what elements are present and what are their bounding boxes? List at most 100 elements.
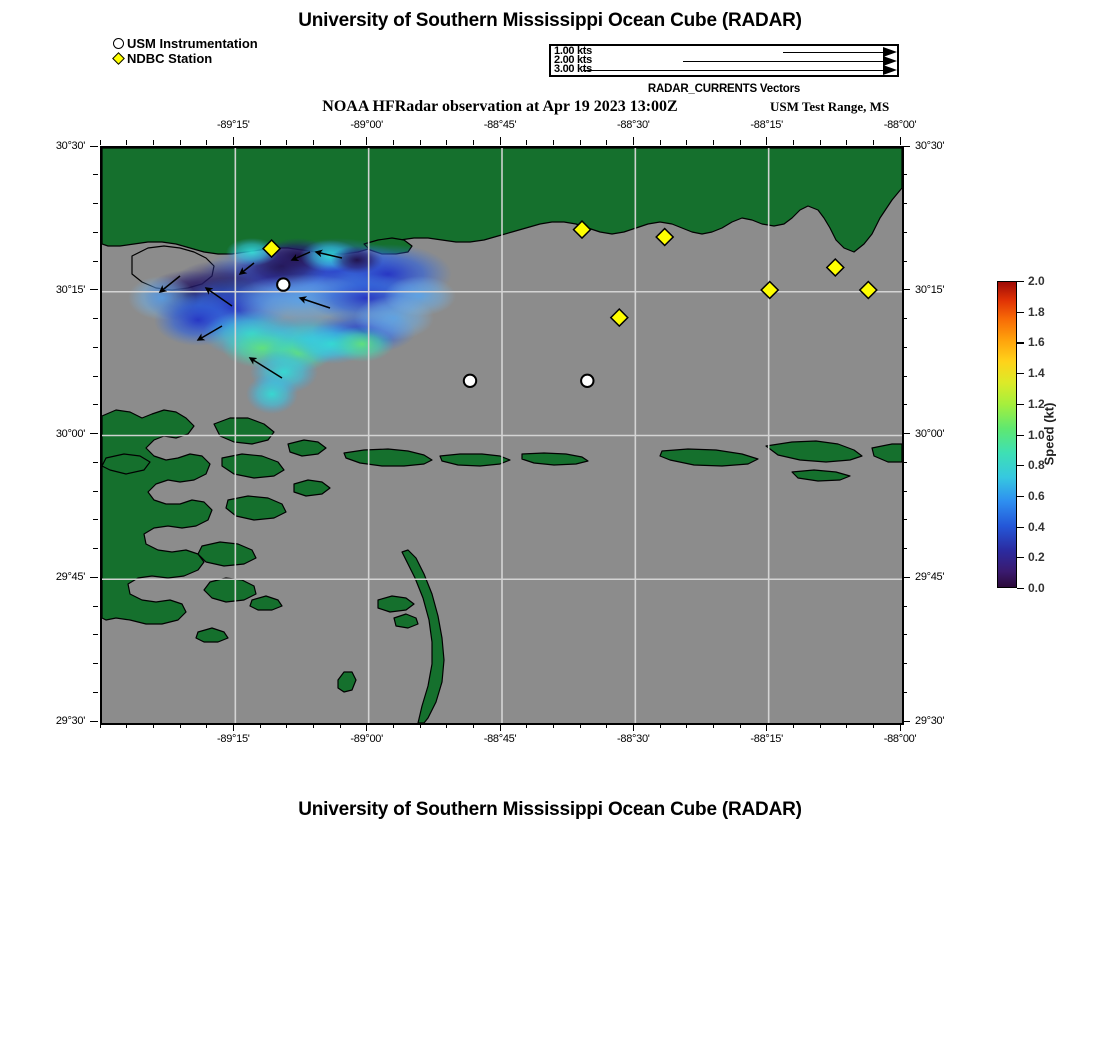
lat-tick xyxy=(93,691,98,693)
lon-tick xyxy=(659,140,661,145)
lon-tick xyxy=(232,137,234,145)
vector-scale-row: 1.00 kts xyxy=(551,46,897,58)
lon-tick xyxy=(152,140,154,145)
colorbar-tick xyxy=(1017,557,1024,559)
lon-tick xyxy=(686,723,688,728)
colorbar-tick xyxy=(1017,373,1024,375)
lon-tick xyxy=(739,723,741,728)
lon-tick xyxy=(419,723,421,728)
lon-tick xyxy=(339,140,341,145)
lon-tick xyxy=(526,140,528,145)
delta-islet-j xyxy=(195,627,229,643)
lon-tick xyxy=(366,137,368,145)
lat-tick xyxy=(90,145,98,147)
lon-tick xyxy=(206,140,208,145)
colorbar-tick-label: 1.4 xyxy=(1028,366,1045,381)
vector-scale-label: 2.00 kts xyxy=(554,54,592,66)
lat-axis-label: 29°30' xyxy=(915,715,945,727)
lon-tick xyxy=(632,137,634,145)
lon-tick xyxy=(366,723,368,731)
colorbar-tick-label: 0.8 xyxy=(1028,458,1045,473)
lon-tick xyxy=(606,140,608,145)
diamond-marker-icon xyxy=(110,52,127,65)
lat-tick xyxy=(93,231,98,233)
lon-tick xyxy=(899,137,901,145)
cat-island xyxy=(343,448,433,467)
lon-tick xyxy=(659,723,661,728)
lon-tick xyxy=(766,723,768,731)
map-canvas[interactable] xyxy=(100,146,904,725)
lat-axis-label: 30°30' xyxy=(55,140,85,152)
colorbar-tick-label: 1.2 xyxy=(1028,396,1045,411)
vector-scale-label: 3.00 kts xyxy=(554,63,592,75)
lon-tick xyxy=(419,140,421,145)
colorbar-tick-label: 2.0 xyxy=(1028,274,1045,288)
lon-tick xyxy=(99,140,101,145)
lon-tick xyxy=(686,140,688,145)
colorbar-gradient xyxy=(997,281,1017,588)
legend-label-ndbc: NDBC Station xyxy=(127,51,213,66)
lon-axis-label: -88°15' xyxy=(750,119,783,131)
lon-tick xyxy=(872,140,874,145)
lat-axis-label: 29°45' xyxy=(55,571,85,584)
lon-axis-label: -88°00' xyxy=(883,119,917,131)
lon-tick xyxy=(286,723,288,728)
lon-tick xyxy=(846,723,848,728)
lat-tick xyxy=(93,663,98,664)
lon-axis-label: -88°30' xyxy=(617,733,650,745)
colorbar-tick-label: 1.0 xyxy=(1028,427,1045,442)
colorbar-tick xyxy=(1017,465,1024,467)
colorbar-tick xyxy=(1017,434,1024,436)
colorbar-tick xyxy=(1017,403,1024,405)
lat-tick xyxy=(902,548,907,549)
colorbar-tick xyxy=(1017,311,1024,313)
map-layers xyxy=(102,148,902,723)
lat-tick xyxy=(93,174,98,176)
lat-tick xyxy=(93,404,98,406)
colorbar-tick xyxy=(1017,342,1024,344)
lat-tick xyxy=(902,145,910,147)
colorbar-tick-label: 0.4 xyxy=(1028,519,1045,534)
lon-tick xyxy=(99,723,101,728)
lat-axis-label: 29°30' xyxy=(55,715,85,727)
colorbar-tick xyxy=(1017,588,1024,590)
legend-item-ndbc: NDBC Station xyxy=(110,51,258,66)
chandeleur-spur-a xyxy=(377,595,415,613)
lon-axis-label: -88°45' xyxy=(483,733,517,745)
lon-tick xyxy=(392,140,394,145)
delta-islet-b xyxy=(221,453,285,479)
lon-axis-label: -89°00' xyxy=(350,733,383,745)
lat-tick xyxy=(93,260,98,262)
delta-islet-d xyxy=(197,541,257,567)
lat-tick xyxy=(93,519,98,521)
colorbar-tick-label: 0.2 xyxy=(1028,550,1045,565)
vector-scale-legend: 1.00 kts 2.00 kts 3.00 kts xyxy=(549,44,899,77)
legend-item-usm: USM Instrumentation xyxy=(110,36,258,51)
lat-tick xyxy=(93,548,98,549)
ship-island xyxy=(439,453,511,467)
lat-tick xyxy=(902,720,910,722)
lon-tick xyxy=(792,140,794,145)
lat-tick xyxy=(90,289,98,291)
chandeleur-arc xyxy=(401,549,445,723)
lon-tick xyxy=(766,137,768,145)
lon-tick xyxy=(312,140,314,145)
radar-current-speed-field xyxy=(128,238,456,414)
lat-axis-label: 30°15' xyxy=(915,283,945,296)
lon-tick xyxy=(552,140,554,145)
lon-tick xyxy=(792,723,794,728)
lat-tick xyxy=(93,605,98,607)
delta-islet-f xyxy=(287,439,327,457)
observation-subtitle: NOAA HFRadar observation at Apr 19 2023 … xyxy=(322,98,678,115)
colorbar-tick-label: 1.8 xyxy=(1028,304,1045,319)
lon-axis-label: -89°00' xyxy=(350,119,383,131)
lat-tick xyxy=(902,203,907,204)
colorbar-tick xyxy=(1017,281,1024,283)
lon-tick xyxy=(499,137,501,145)
ndbc-station-markers xyxy=(262,220,878,328)
lon-tick xyxy=(712,140,714,145)
lon-tick xyxy=(606,723,608,728)
lon-tick xyxy=(152,723,154,728)
lon-tick xyxy=(526,723,528,728)
lat-tick xyxy=(93,490,98,492)
